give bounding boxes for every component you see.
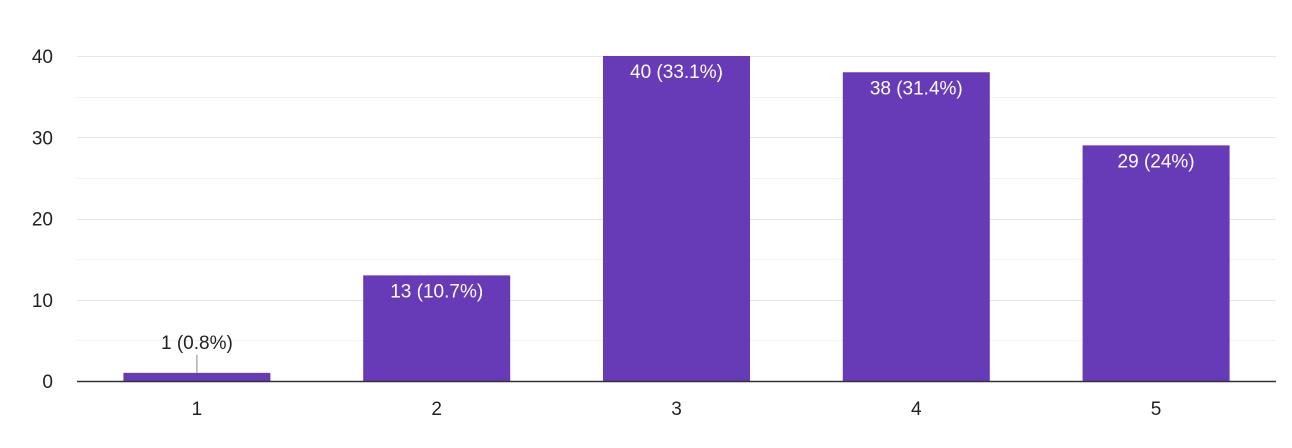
bar bbox=[363, 275, 511, 381]
x-tick-label: 1 bbox=[192, 399, 203, 420]
x-tick-label: 4 bbox=[911, 399, 922, 420]
bar bbox=[603, 56, 750, 381]
x-tick-label: 3 bbox=[671, 399, 682, 420]
x-tick-label: 5 bbox=[1151, 399, 1162, 420]
data-label: 40 (33.1%) bbox=[630, 62, 723, 83]
data-label: 38 (31.4%) bbox=[870, 78, 963, 99]
data-label: 13 (10.7%) bbox=[390, 281, 483, 302]
y-tick-label: 10 bbox=[32, 291, 53, 312]
x-tick-label: 2 bbox=[431, 399, 442, 420]
y-tick-label: 20 bbox=[32, 210, 53, 231]
y-tick-label: 0 bbox=[42, 372, 53, 393]
data-label: 29 (24%) bbox=[1118, 151, 1195, 172]
bar bbox=[123, 372, 271, 381]
bar bbox=[842, 72, 990, 381]
bar bbox=[1082, 145, 1230, 381]
y-tick-label: 40 bbox=[32, 47, 53, 68]
y-tick-label: 30 bbox=[32, 128, 53, 149]
data-label: 1 (0.8%) bbox=[161, 333, 233, 354]
